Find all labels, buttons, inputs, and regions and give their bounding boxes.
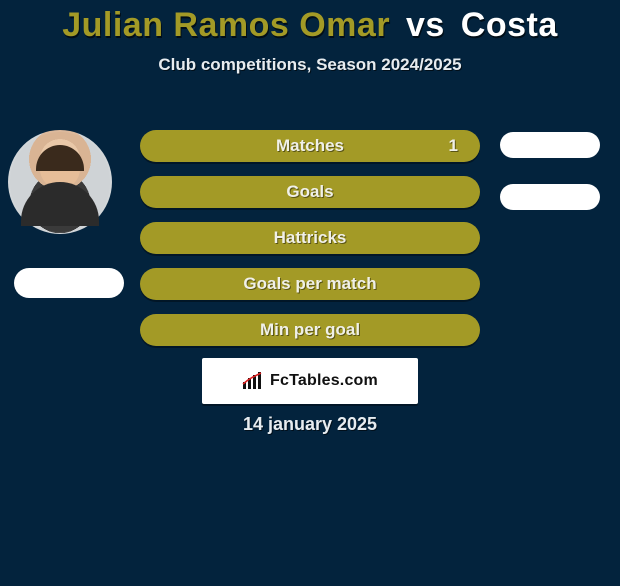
bars-icon <box>242 372 264 390</box>
stat-label: Goals <box>286 182 333 202</box>
stat-bar: Hattricks <box>140 222 480 254</box>
stat-bar: Goals <box>140 176 480 208</box>
stat-row-gpm: Goals per match <box>0 262 620 308</box>
comparison-title: Julian Ramos Omar vs Costa <box>0 6 620 45</box>
stat-label: Hattricks <box>274 228 347 248</box>
title-vs: vs <box>406 6 445 44</box>
title-player2: Costa <box>461 6 558 44</box>
player2-badge <box>500 132 600 158</box>
stat-row-hattricks: Hattricks <box>0 216 620 262</box>
stat-row-mpg: Min per goal <box>0 308 620 354</box>
snapshot-date: 14 january 2025 <box>0 414 620 435</box>
stat-row-matches: Matches 1 <box>0 124 620 170</box>
stat-bar: Min per goal <box>140 314 480 346</box>
stat-label: Goals per match <box>243 274 376 294</box>
stat-value-right: 1 <box>449 136 458 156</box>
player1-badge <box>14 268 124 298</box>
stat-label: Matches <box>276 136 344 156</box>
title-player1: Julian Ramos Omar <box>62 6 390 44</box>
logo-text: FcTables.com <box>270 372 378 390</box>
stat-row-goals: Goals <box>0 170 620 216</box>
subtitle: Club competitions, Season 2024/2025 <box>0 55 620 75</box>
source-logo: FcTables.com <box>202 358 418 404</box>
stat-bar: Goals per match <box>140 268 480 300</box>
player2-badge <box>500 184 600 210</box>
stat-bars: Matches 1 Goals Hattricks Goals per matc… <box>0 124 620 354</box>
stat-bar: Matches 1 <box>140 130 480 162</box>
stat-label: Min per goal <box>260 320 360 340</box>
